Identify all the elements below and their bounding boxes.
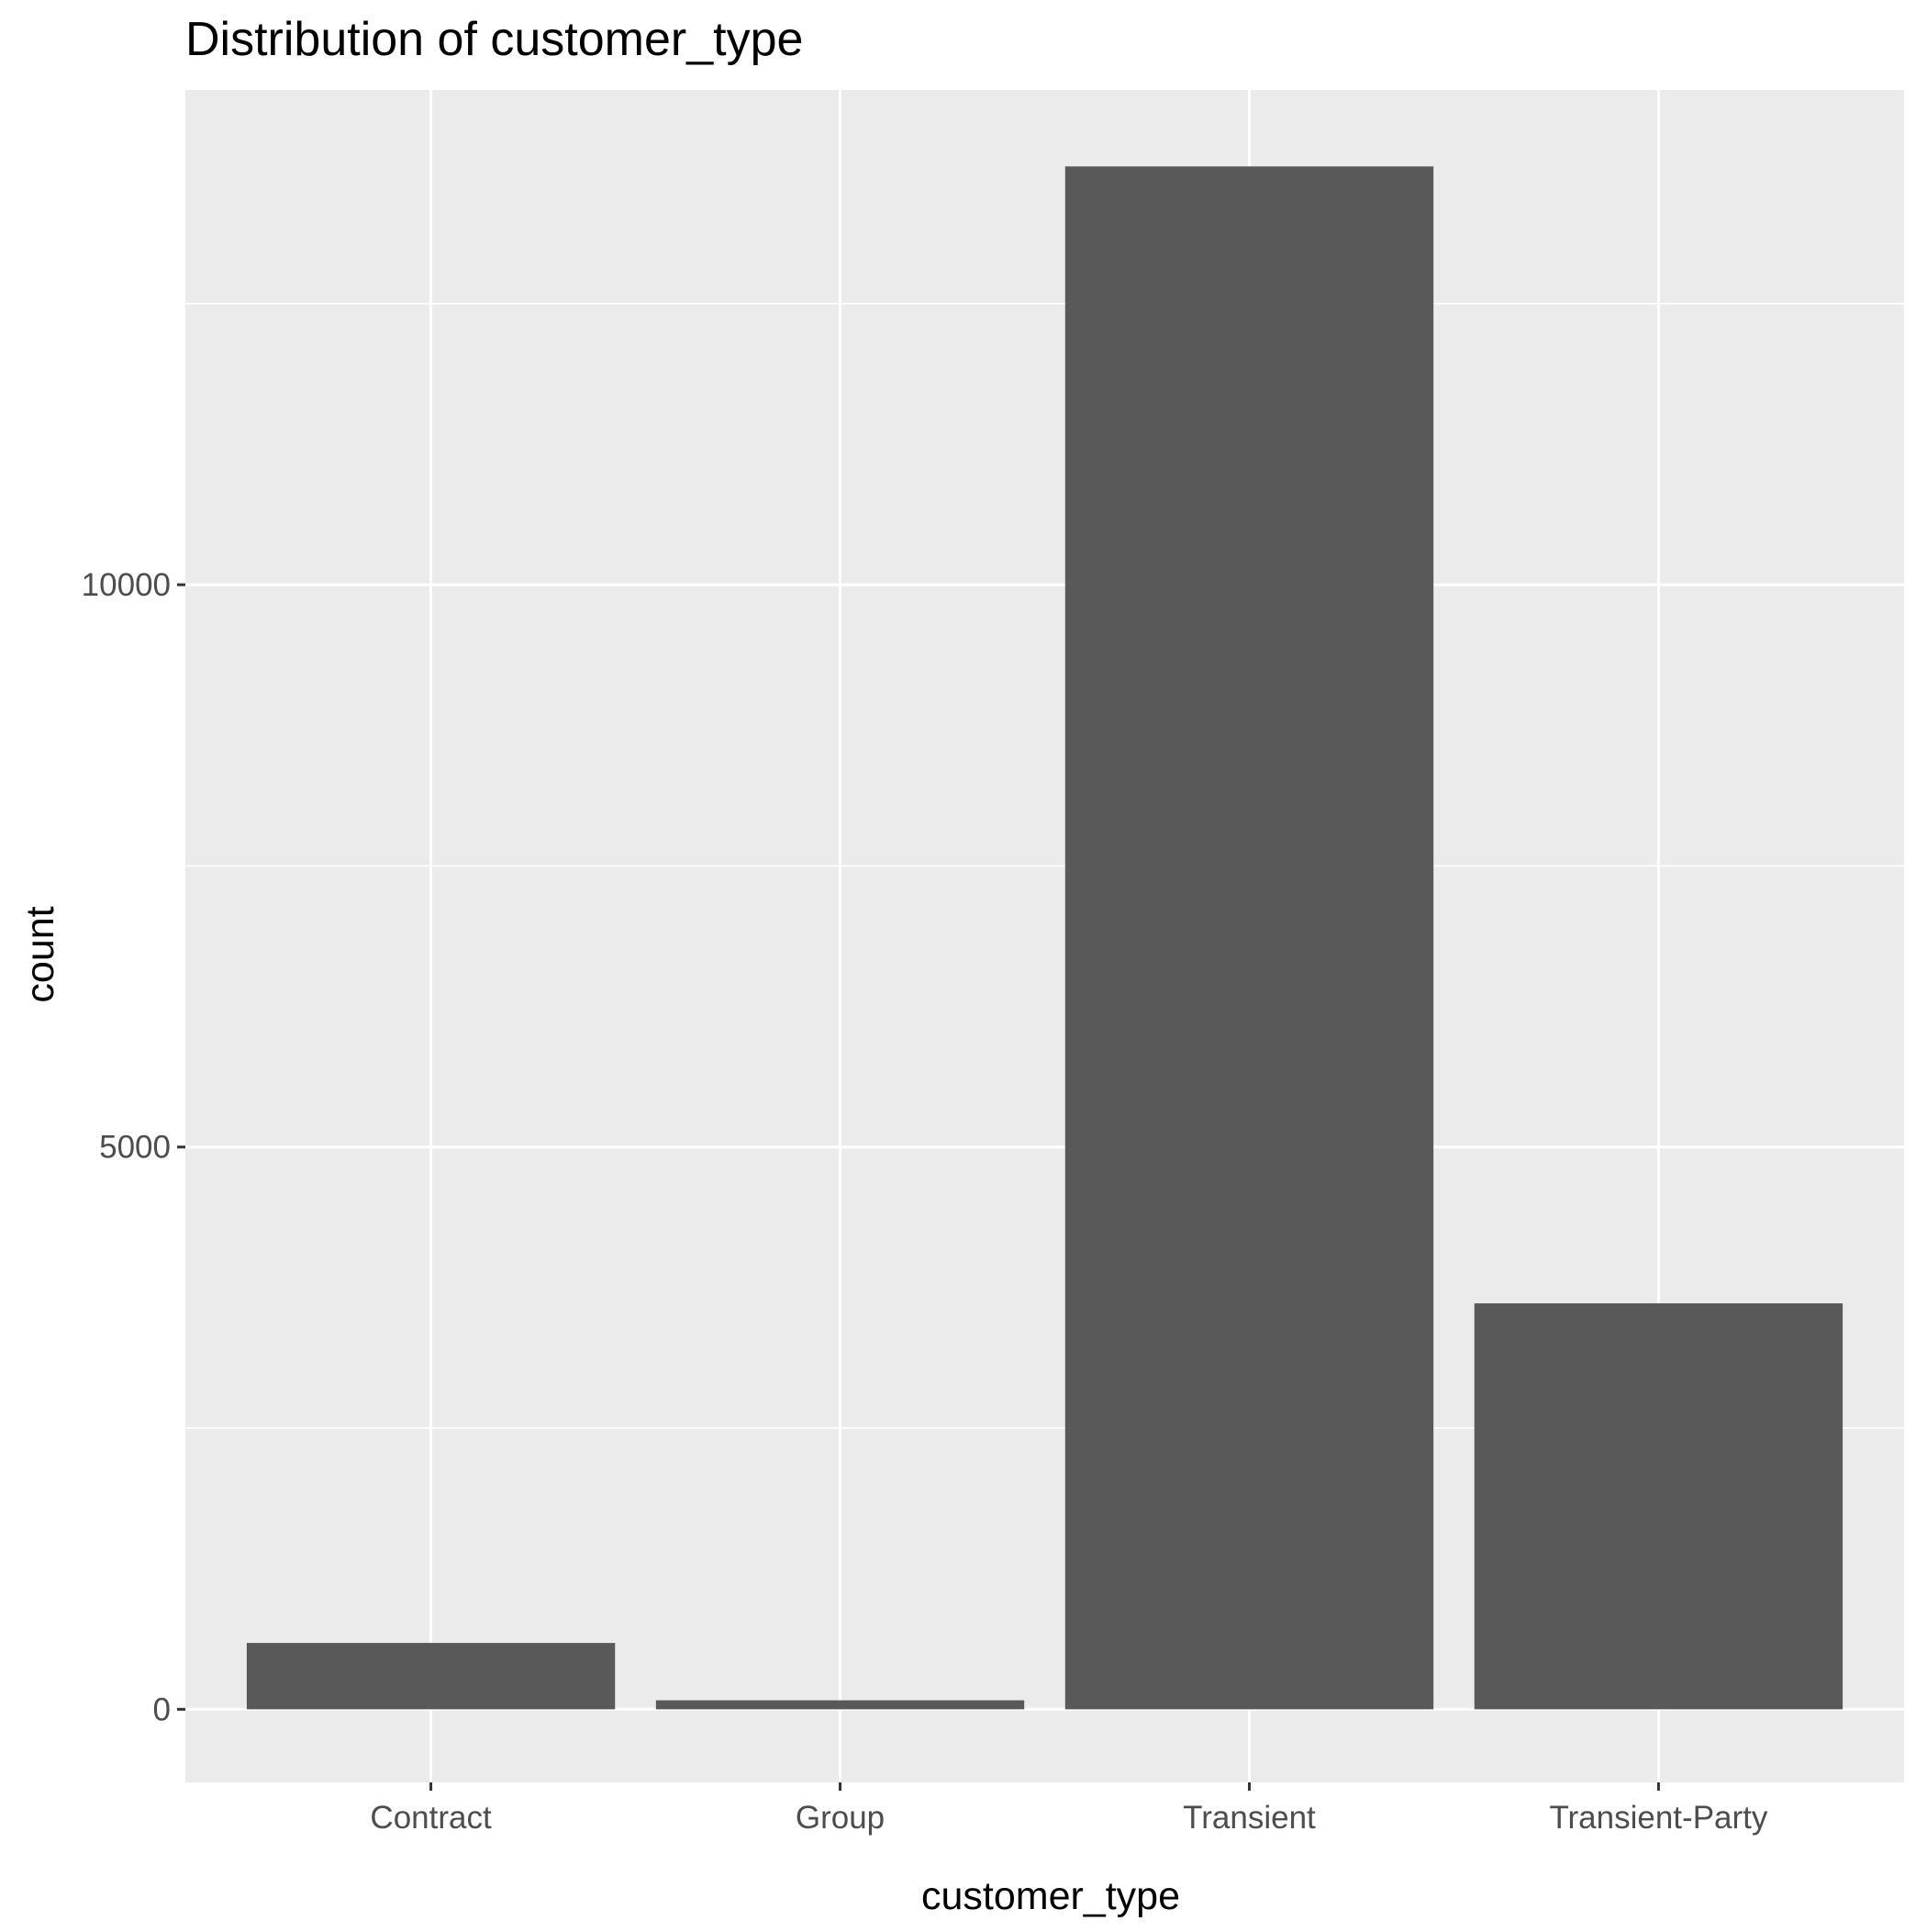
y-tick-label: 5000 (99, 1130, 171, 1166)
bars (246, 166, 1843, 1710)
y-axis-title: count (18, 906, 62, 1002)
x-axis-title: customer_type (921, 1874, 1180, 1918)
x-tick-label: Contract (370, 1800, 492, 1836)
x-tick-label: Transient (1183, 1800, 1316, 1836)
chart-title: Distribution of customer_type (185, 13, 803, 66)
y-tick-label: 10000 (82, 567, 171, 603)
bar-contract (246, 1643, 616, 1710)
x-axis: Contract Group Transient Transient-Party (370, 1782, 1768, 1836)
bar-group (655, 1700, 1025, 1710)
y-axis: 0 5000 10000 (82, 567, 185, 1727)
x-tick-label: Transient-Party (1549, 1800, 1767, 1836)
x-tick-label: Group (796, 1800, 885, 1836)
bar-transient (1064, 166, 1434, 1710)
y-tick-label: 0 (153, 1692, 171, 1727)
bar-transient-party (1474, 1303, 1843, 1710)
